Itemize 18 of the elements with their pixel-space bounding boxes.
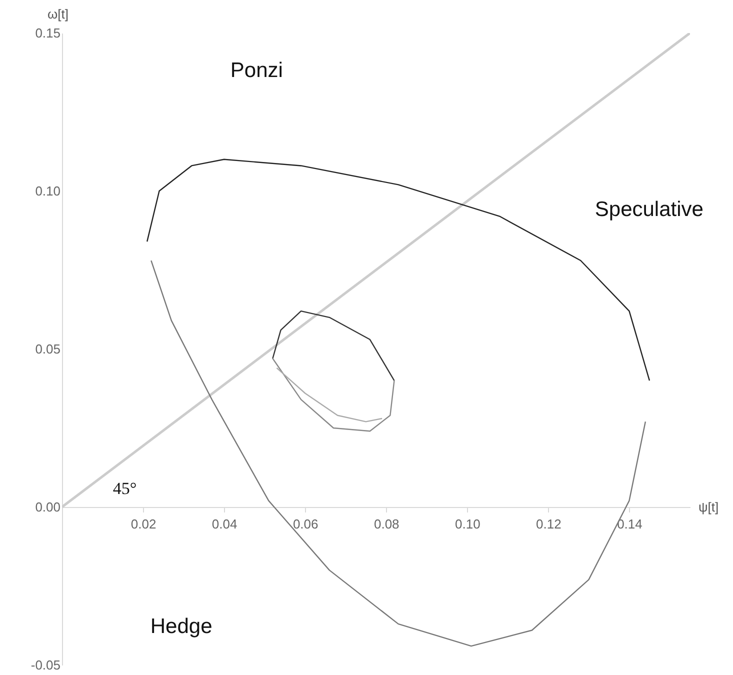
annotation: Speculative: [594, 198, 704, 222]
x-axis-title: ψ[t]: [698, 500, 719, 514]
x-tick-label: 0.14: [617, 516, 642, 532]
x-tick-label: 0.12: [536, 516, 562, 532]
x-tick-label: 0.06: [292, 516, 318, 532]
annotation: Hedge: [150, 615, 212, 640]
annotation: 45°: [112, 479, 137, 499]
y-axis-title: ω[t]: [48, 6, 68, 22]
x-tick-label: 0.02: [130, 516, 156, 532]
y-tick-label: 0.10: [35, 184, 60, 198]
x-tick-label: 0.04: [212, 516, 238, 532]
annotation: Ponzi: [230, 58, 283, 83]
x-tick-label: 0.10: [455, 516, 480, 532]
y-tick-label: 0.05: [35, 342, 60, 356]
x-tick-label: 0.08: [374, 516, 400, 532]
y-tick-label: 0.15: [35, 26, 60, 40]
y-tick-label: 0.00: [35, 500, 60, 514]
y-tick-label: -0.05: [30, 658, 60, 672]
